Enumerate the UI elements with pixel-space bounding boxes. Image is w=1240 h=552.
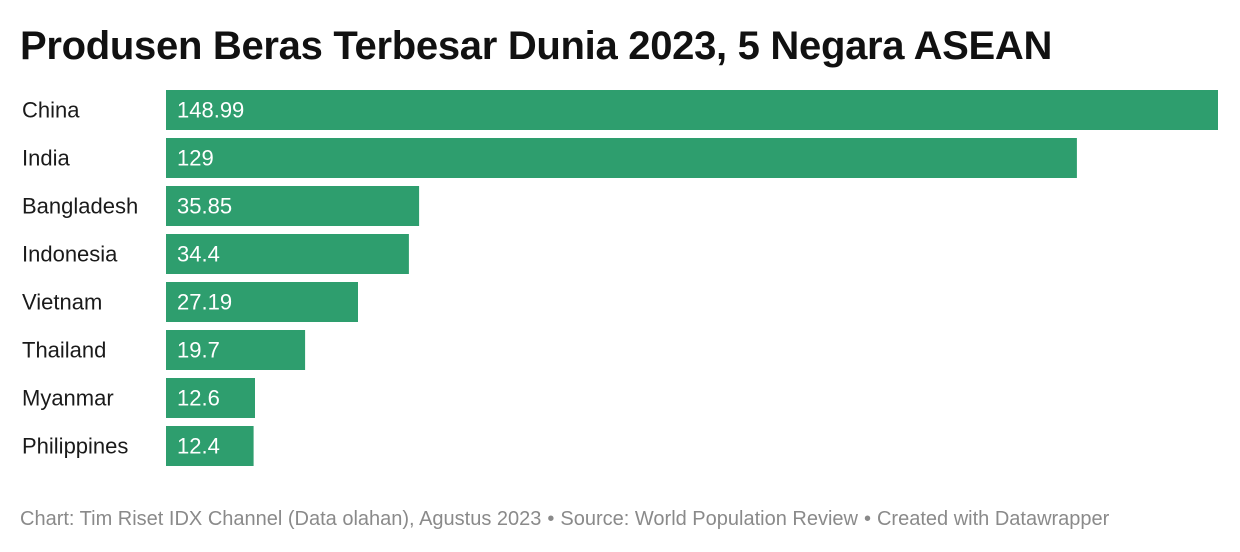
category-label: Vietnam xyxy=(22,290,102,315)
bar-row: Thailand 19.7 xyxy=(22,330,306,370)
bar xyxy=(166,138,1077,178)
bar-row: Indonesia 34.4 xyxy=(22,234,409,274)
value-label: 12.4 xyxy=(177,434,220,459)
footer-separator: • xyxy=(863,508,871,530)
bar-row: Myanmar 12.6 xyxy=(22,378,255,418)
chart-source: Source: World Population Review xyxy=(560,508,858,530)
chart-title: Produsen Beras Terbesar Dunia 2023, 5 Ne… xyxy=(20,24,1053,68)
footer-separator: • xyxy=(547,508,555,530)
value-label: 19.7 xyxy=(177,338,220,363)
chart-credit: Chart: Tim Riset IDX Channel (Data olaha… xyxy=(20,508,542,530)
category-label: Myanmar xyxy=(22,386,114,411)
category-label: Thailand xyxy=(22,338,106,363)
bar-row: Philippines 12.4 xyxy=(22,426,254,466)
value-label: 27.19 xyxy=(177,290,232,315)
value-label: 12.6 xyxy=(177,386,220,411)
bar xyxy=(166,378,255,418)
bar xyxy=(166,330,306,370)
bar-row: Vietnam 27.19 xyxy=(22,282,358,322)
category-label: Indonesia xyxy=(22,242,118,267)
value-label: 129 xyxy=(177,146,214,171)
bar-row: China 148.99 xyxy=(22,90,1218,130)
bar xyxy=(166,90,1218,130)
value-label: 35.85 xyxy=(177,194,232,219)
bar-row: Bangladesh 35.85 xyxy=(22,186,420,226)
created-with: Created with Datawrapper xyxy=(876,508,1110,530)
chart-footer: Chart: Tim Riset IDX Channel (Data olaha… xyxy=(20,506,1220,532)
value-label: 148.99 xyxy=(177,98,244,123)
bar xyxy=(166,282,358,322)
category-label: India xyxy=(22,146,70,171)
bar xyxy=(166,234,409,274)
value-label: 34.4 xyxy=(177,242,220,267)
bar xyxy=(166,186,420,226)
bar-row: India 129 xyxy=(22,138,1077,178)
category-label: China xyxy=(22,98,80,123)
bar xyxy=(166,426,254,466)
category-label: Bangladesh xyxy=(22,194,138,219)
category-label: Philippines xyxy=(22,434,128,459)
